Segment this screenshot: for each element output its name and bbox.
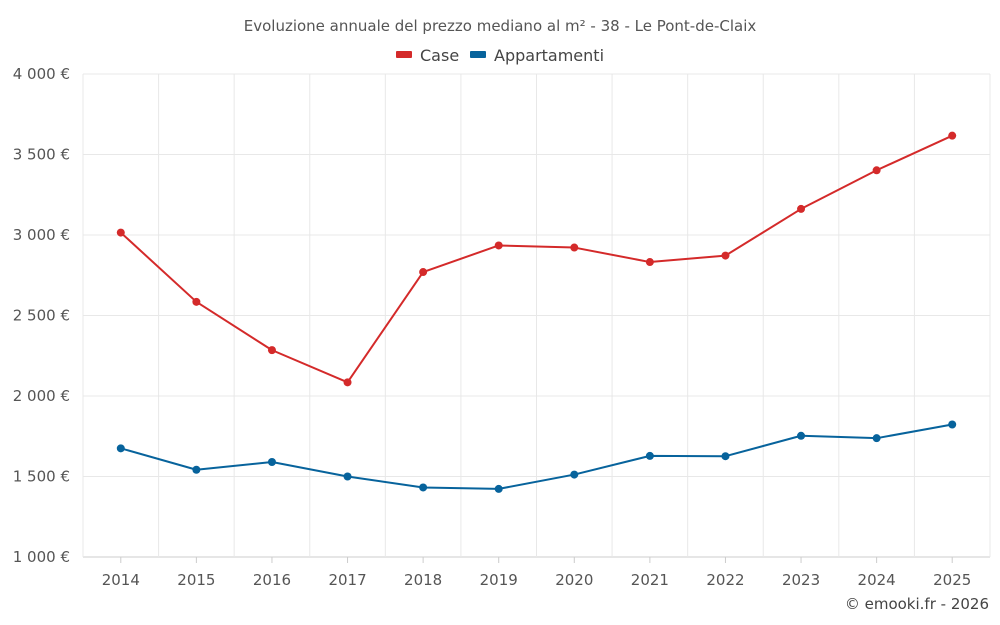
data-point-case[interactable] bbox=[419, 268, 428, 277]
data-point-appartamenti[interactable] bbox=[872, 434, 881, 443]
x-axis: 2014 2015 2016 2017 2018 2019 2020 2021 2022 2023… bbox=[102, 557, 971, 589]
data-point-case[interactable] bbox=[116, 228, 125, 237]
y-tick-label: 3 000 € bbox=[13, 226, 70, 244]
x-tick-label: 2018 bbox=[404, 571, 442, 589]
y-tick-label: 2 000 € bbox=[13, 387, 70, 405]
y-tick-label: 1 000 € bbox=[13, 548, 70, 566]
legend: Case Appartamenti bbox=[396, 46, 604, 65]
x-tick-label: 2014 bbox=[102, 571, 140, 589]
series-group bbox=[116, 131, 957, 493]
data-point-case[interactable] bbox=[645, 258, 654, 267]
x-tick-label: 2019 bbox=[480, 571, 518, 589]
legend-label: Appartamenti bbox=[494, 46, 604, 65]
legend-swatch bbox=[396, 51, 412, 58]
data-point-appartamenti[interactable] bbox=[645, 451, 654, 460]
credit-text: © emooki.fr - 2026 bbox=[845, 595, 989, 613]
x-tick-label: 2024 bbox=[858, 571, 896, 589]
data-point-appartamenti[interactable] bbox=[192, 465, 201, 474]
data-point-appartamenti[interactable] bbox=[343, 472, 352, 481]
x-tick-label: 2025 bbox=[933, 571, 971, 589]
x-tick-label: 2015 bbox=[177, 571, 215, 589]
data-point-case[interactable] bbox=[570, 243, 579, 252]
series-line-case bbox=[120, 134, 953, 384]
data-point-appartamenti[interactable] bbox=[797, 431, 806, 440]
data-point-appartamenti[interactable] bbox=[570, 470, 579, 479]
data-point-case[interactable] bbox=[797, 204, 806, 213]
data-point-case[interactable] bbox=[872, 166, 881, 175]
legend-swatch bbox=[470, 51, 486, 58]
y-tick-label: 4 000 € bbox=[13, 65, 70, 83]
grid bbox=[82, 73, 991, 558]
data-point-case[interactable] bbox=[192, 297, 201, 306]
data-point-appartamenti[interactable] bbox=[721, 452, 730, 461]
x-tick-label: 2023 bbox=[782, 571, 820, 589]
chart-title: Evoluzione annuale del prezzo mediano al… bbox=[244, 17, 757, 35]
y-tick-label: 2 500 € bbox=[13, 307, 70, 325]
y-axis: 1 000 € 1 500 € 2 000 € 2 500 € 3 000 € 3 500… bbox=[13, 65, 70, 566]
x-tick-label: 2021 bbox=[631, 571, 669, 589]
data-point-case[interactable] bbox=[267, 346, 276, 355]
data-point-case[interactable] bbox=[948, 131, 957, 140]
y-tick-label: 1 500 € bbox=[13, 468, 70, 486]
x-tick-label: 2016 bbox=[253, 571, 291, 589]
x-tick-label: 2020 bbox=[555, 571, 593, 589]
x-tick-label: 2022 bbox=[706, 571, 744, 589]
series-line-appartamenti bbox=[120, 423, 953, 490]
legend-item-appartamenti[interactable]: Appartamenti bbox=[470, 46, 604, 65]
x-tick-label: 2017 bbox=[328, 571, 366, 589]
legend-item-case[interactable]: Case bbox=[396, 46, 459, 65]
data-point-appartamenti[interactable] bbox=[948, 420, 957, 429]
data-point-appartamenti[interactable] bbox=[419, 483, 428, 492]
data-point-appartamenti[interactable] bbox=[267, 458, 276, 467]
legend-label: Case bbox=[420, 46, 459, 65]
data-point-appartamenti[interactable] bbox=[494, 484, 503, 493]
data-point-case[interactable] bbox=[343, 378, 352, 387]
y-tick-label: 3 500 € bbox=[13, 146, 70, 164]
data-point-case[interactable] bbox=[721, 251, 730, 260]
data-point-case[interactable] bbox=[494, 241, 503, 250]
data-point-appartamenti[interactable] bbox=[116, 444, 125, 453]
